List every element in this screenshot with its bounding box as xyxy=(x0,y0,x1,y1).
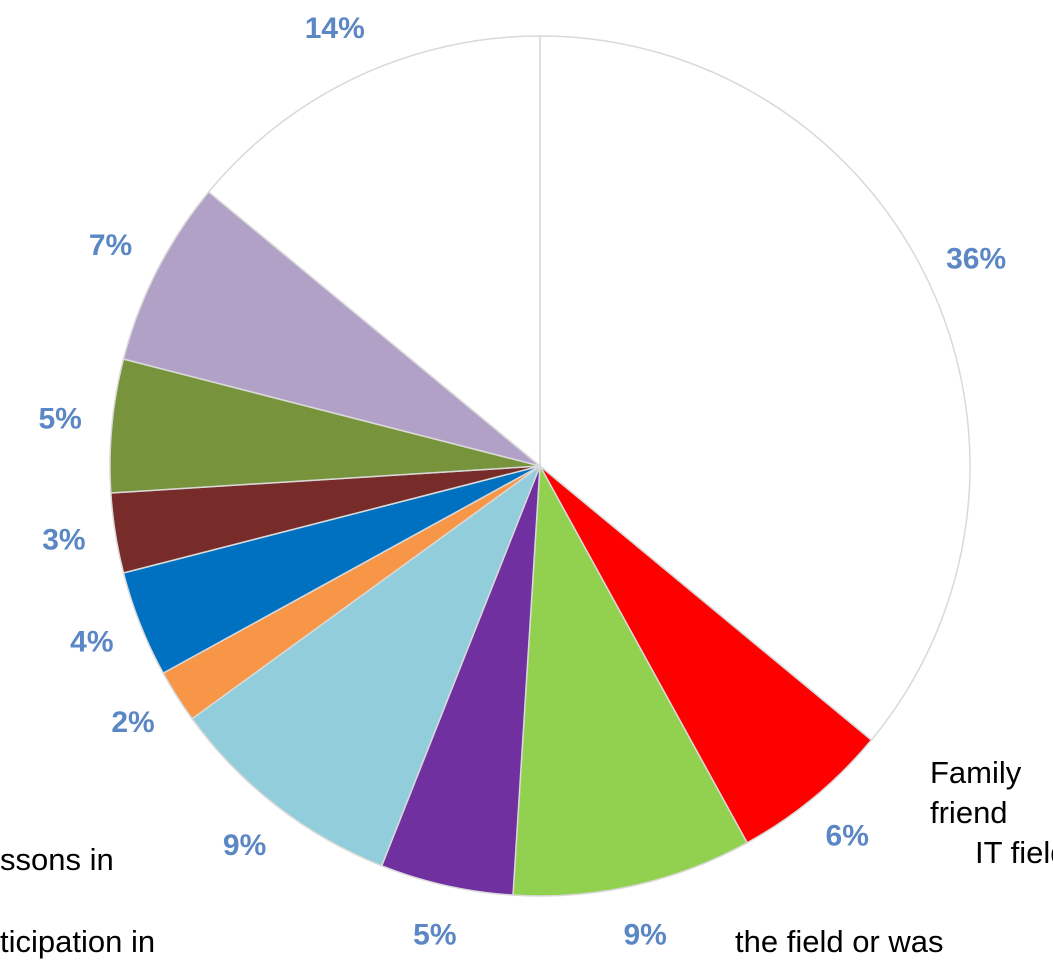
pie xyxy=(109,35,971,897)
annotation: friend xyxy=(930,795,1008,830)
annotation: IT field xyxy=(975,835,1053,870)
annotation: the field or was xyxy=(735,924,944,959)
data-label: 6% xyxy=(826,819,869,852)
data-label: 9% xyxy=(623,918,666,951)
data-label: 7% xyxy=(89,229,132,262)
annotation: ticipation in xyxy=(0,924,155,959)
data-label: 9% xyxy=(223,829,266,862)
data-label: 3% xyxy=(42,523,85,556)
annotation: Family xyxy=(930,755,1022,790)
data-label: 14% xyxy=(305,12,365,45)
slice xyxy=(191,463,542,867)
annotation: ssons in xyxy=(0,842,114,877)
data-label: 2% xyxy=(111,706,154,739)
data-label: 5% xyxy=(38,403,81,436)
data-label: 5% xyxy=(413,918,456,951)
data-label: 36% xyxy=(946,243,1006,276)
slice xyxy=(122,190,541,467)
slice xyxy=(539,35,971,742)
slice xyxy=(207,35,541,468)
data-label: 4% xyxy=(70,625,113,658)
slice xyxy=(539,465,873,844)
slice xyxy=(512,463,749,897)
